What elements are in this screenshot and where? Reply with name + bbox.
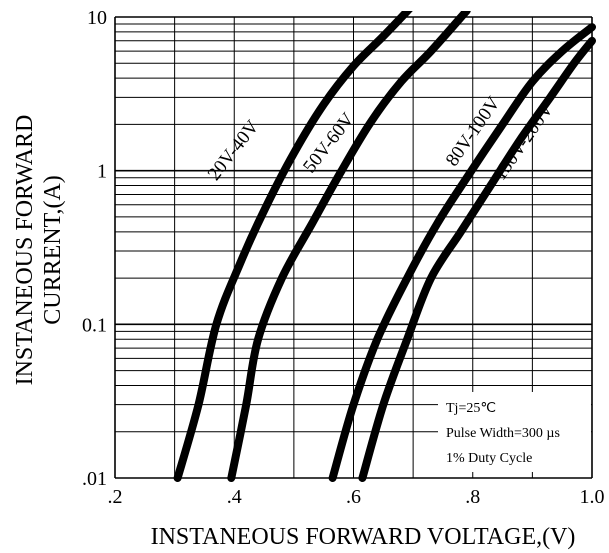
y-tick-label: 10 [87,7,107,29]
tick-labels: .2 .4 .6 .8 1.0 10 1 0.1 .01 [82,7,605,508]
temperature-note: Tj=25℃ [446,401,496,416]
y-tick-label: 0.1 [82,314,107,336]
series-curve-80v-100v [328,23,596,482]
x-tick-label: .4 [227,486,242,508]
y-axis-title-line1: INSTANEOUS FORWARD [12,115,38,386]
x-tick-label: .6 [346,486,361,508]
conditions-note-box [438,392,591,472]
x-tick-label: 1.0 [580,486,605,508]
y-tick-label: .01 [82,468,107,490]
series-curve-50v-60v [227,11,471,482]
series-curve-20v-40v [173,11,413,482]
x-tick-label: .2 [108,486,123,508]
y-axis-title-line2: CURRENT,(A) [40,175,66,325]
series-curve-150v-200v [358,36,596,482]
y-tick-label: 1 [97,161,107,183]
conditions-note: Tj=25℃ Pulse Width=300 µs 1% Duty Cycle [438,392,591,472]
duty-cycle-note: 1% Duty Cycle [446,451,532,466]
x-axis-title: INSTANEOUS FORWARD VOLTAGE,(V) [151,524,576,550]
x-tick-label: .8 [465,486,480,508]
series-label-50v-60v: 50V-60V [299,109,359,177]
series-label-20v-40v: 20V-40V [204,116,264,184]
series-curves [173,11,596,482]
pulse-width-note: Pulse Width=300 µs [446,426,560,441]
